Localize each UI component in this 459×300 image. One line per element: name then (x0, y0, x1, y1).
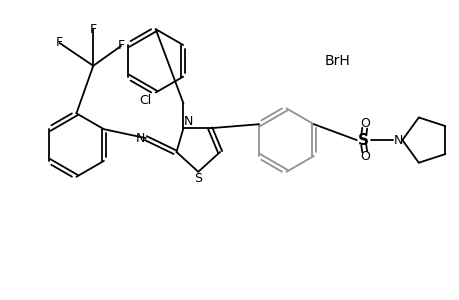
Text: N: N (183, 115, 193, 128)
Text: F: F (117, 40, 124, 52)
Text: O: O (359, 150, 369, 164)
Text: F: F (90, 22, 97, 36)
Text: F: F (56, 37, 63, 50)
Text: O: O (359, 117, 369, 130)
Text: S: S (358, 133, 369, 148)
Text: S: S (194, 172, 202, 185)
Text: BrH: BrH (324, 54, 349, 68)
Text: N: N (393, 134, 402, 147)
Text: Cl: Cl (140, 94, 151, 107)
Text: N: N (136, 132, 145, 145)
